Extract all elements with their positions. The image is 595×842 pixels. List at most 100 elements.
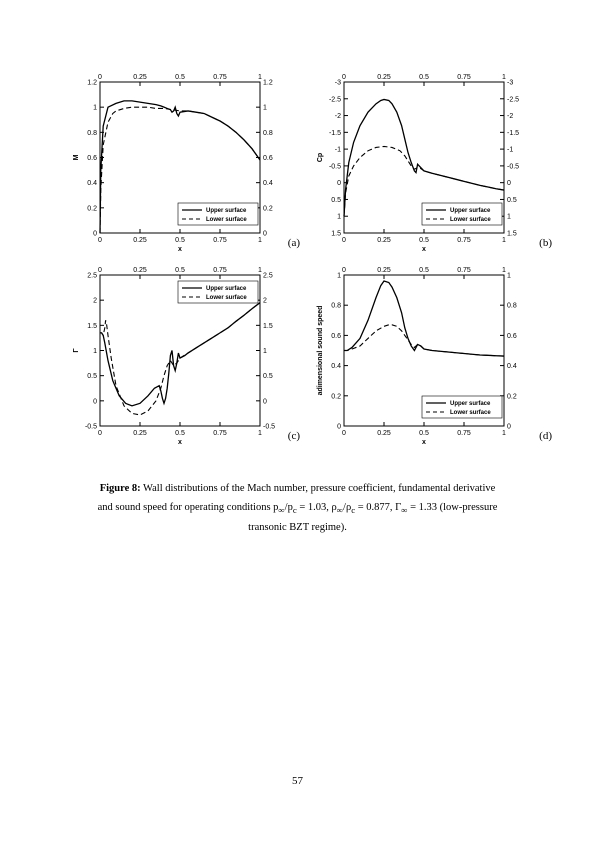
svg-text:0.5: 0.5 <box>419 74 429 81</box>
svg-text:0.75: 0.75 <box>457 430 471 437</box>
svg-text:1: 1 <box>502 267 506 274</box>
figure-grid: 000.250.250.50.50.750.7511000.20.20.40.4… <box>68 70 538 448</box>
svg-text:2: 2 <box>93 298 97 305</box>
svg-text:0.75: 0.75 <box>457 267 471 274</box>
svg-text:0: 0 <box>98 237 102 244</box>
svg-text:1: 1 <box>263 348 267 355</box>
svg-text:Lower surface: Lower surface <box>206 217 247 223</box>
svg-text:1: 1 <box>507 273 511 280</box>
svg-text:0.6: 0.6 <box>263 155 273 162</box>
svg-text:1: 1 <box>258 74 262 81</box>
svg-text:0.8: 0.8 <box>263 130 273 137</box>
svg-text:1: 1 <box>258 430 262 437</box>
svg-text:-0.5: -0.5 <box>85 424 97 431</box>
svg-text:0: 0 <box>93 398 97 405</box>
svg-text:0: 0 <box>263 398 267 405</box>
panel-d: 000.250.250.50.50.750.7511000.20.20.40.4… <box>312 263 522 448</box>
svg-text:1: 1 <box>507 214 511 221</box>
svg-text:1: 1 <box>258 237 262 244</box>
svg-text:0: 0 <box>342 74 346 81</box>
svg-text:adimensional sound speed: adimensional sound speed <box>317 306 324 396</box>
panel-d-letter: (d) <box>539 430 552 442</box>
svg-text:-0.5: -0.5 <box>263 424 275 431</box>
svg-text:-2.5: -2.5 <box>329 96 341 103</box>
panel-c-letter: (c) <box>288 430 300 442</box>
svg-text:0.5: 0.5 <box>175 430 185 437</box>
svg-text:0.5: 0.5 <box>263 373 273 380</box>
svg-text:1.5: 1.5 <box>331 231 341 238</box>
svg-text:0.25: 0.25 <box>377 430 391 437</box>
panel-b: 000.250.250.50.50.750.7511-3-3-2.5-2.5-2… <box>312 70 522 255</box>
svg-text:0.6: 0.6 <box>87 155 97 162</box>
svg-text:0.25: 0.25 <box>133 430 147 437</box>
svg-text:0.25: 0.25 <box>377 237 391 244</box>
svg-text:0.75: 0.75 <box>213 74 227 81</box>
svg-text:0: 0 <box>507 180 511 187</box>
svg-text:0.5: 0.5 <box>175 237 185 244</box>
svg-text:1: 1 <box>93 105 97 112</box>
svg-text:0.25: 0.25 <box>133 237 147 244</box>
svg-text:0.5: 0.5 <box>419 267 429 274</box>
svg-text:-3: -3 <box>335 80 341 87</box>
panel-a-wrap: 000.250.250.50.50.750.7511000.20.20.40.4… <box>68 70 294 255</box>
svg-text:0.5: 0.5 <box>419 237 429 244</box>
panel-a-letter: (a) <box>288 237 300 249</box>
svg-text:0.8: 0.8 <box>507 303 517 310</box>
panel-d-wrap: 000.250.250.50.50.750.7511000.20.20.40.4… <box>312 263 538 448</box>
svg-text:0: 0 <box>93 231 97 238</box>
svg-text:0: 0 <box>342 237 346 244</box>
svg-text:-1.5: -1.5 <box>329 130 341 137</box>
svg-text:0.5: 0.5 <box>175 267 185 274</box>
svg-text:0: 0 <box>337 424 341 431</box>
svg-text:-1.5: -1.5 <box>507 130 519 137</box>
page-number: 57 <box>0 775 595 787</box>
svg-text:0.6: 0.6 <box>507 333 517 340</box>
svg-text:0: 0 <box>342 267 346 274</box>
svg-text:x: x <box>178 439 182 446</box>
svg-text:0.2: 0.2 <box>87 205 97 212</box>
svg-text:-2: -2 <box>507 113 513 120</box>
svg-text:-0.5: -0.5 <box>329 163 341 170</box>
svg-text:0.5: 0.5 <box>507 197 517 204</box>
svg-text:Lower surface: Lower surface <box>450 217 491 223</box>
caption-label: Figure 8: <box>100 483 141 494</box>
svg-text:0: 0 <box>98 430 102 437</box>
svg-text:-2: -2 <box>335 113 341 120</box>
panel-c: 000.250.250.50.50.750.7511-0.5-0.5000.50… <box>68 263 278 448</box>
svg-text:0.5: 0.5 <box>419 430 429 437</box>
svg-text:0.75: 0.75 <box>457 74 471 81</box>
svg-text:0: 0 <box>98 267 102 274</box>
svg-text:x: x <box>422 439 426 446</box>
panel-a: 000.250.250.50.50.750.7511000.20.20.40.4… <box>68 70 278 255</box>
svg-text:0.2: 0.2 <box>507 393 517 400</box>
svg-text:Upper surface: Upper surface <box>206 208 247 214</box>
svg-text:1: 1 <box>502 237 506 244</box>
svg-text:0.25: 0.25 <box>133 267 147 274</box>
svg-text:0.75: 0.75 <box>213 430 227 437</box>
svg-text:0: 0 <box>337 180 341 187</box>
svg-text:1.2: 1.2 <box>263 80 273 87</box>
svg-text:Γ: Γ <box>73 348 80 353</box>
svg-text:-1: -1 <box>507 147 513 154</box>
svg-text:Upper surface: Upper surface <box>450 401 491 407</box>
svg-text:1: 1 <box>93 348 97 355</box>
svg-text:0.5: 0.5 <box>331 197 341 204</box>
svg-text:Upper surface: Upper surface <box>450 208 491 214</box>
svg-text:x: x <box>422 246 426 253</box>
panel-b-wrap: 000.250.250.50.50.750.7511-3-3-2.5-2.5-2… <box>312 70 538 255</box>
svg-text:x: x <box>178 246 182 253</box>
svg-text:1.5: 1.5 <box>507 231 517 238</box>
svg-text:0: 0 <box>263 231 267 238</box>
svg-text:-3: -3 <box>507 80 513 87</box>
svg-text:0.25: 0.25 <box>377 74 391 81</box>
svg-text:2.5: 2.5 <box>87 273 97 280</box>
svg-text:1: 1 <box>263 105 267 112</box>
svg-text:0.6: 0.6 <box>331 333 341 340</box>
svg-text:0.25: 0.25 <box>377 267 391 274</box>
svg-text:0.2: 0.2 <box>263 205 273 212</box>
svg-text:0.4: 0.4 <box>507 363 517 370</box>
svg-text:-0.5: -0.5 <box>507 163 519 170</box>
svg-text:0.5: 0.5 <box>87 373 97 380</box>
svg-text:-2.5: -2.5 <box>507 96 519 103</box>
svg-text:2: 2 <box>263 298 267 305</box>
